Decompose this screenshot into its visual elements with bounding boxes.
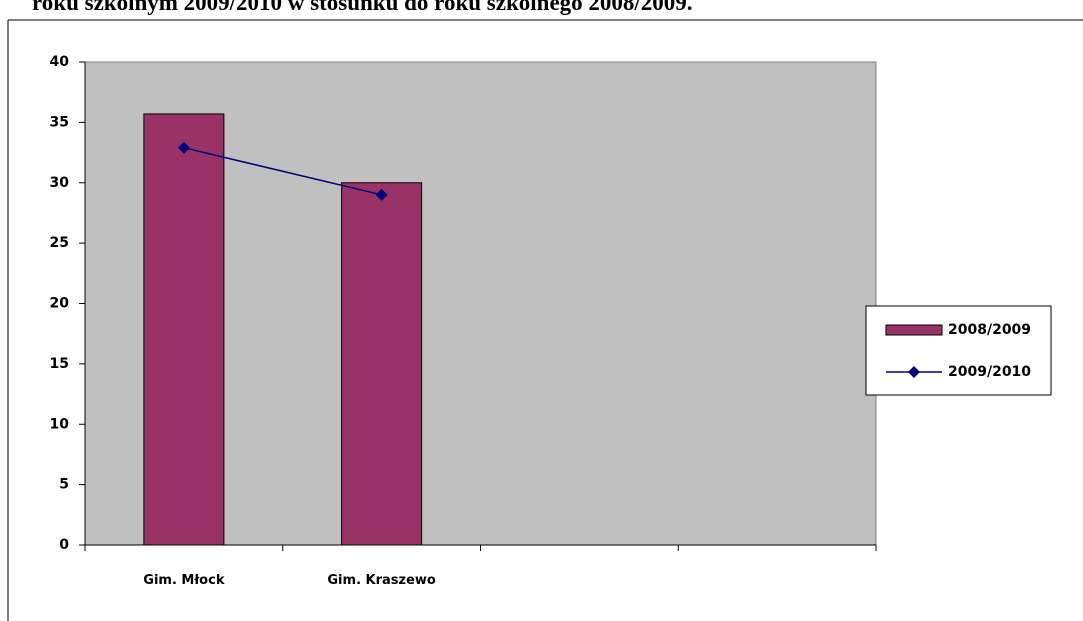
chart-title: roku szkolnym 2009/2010 w stosunku do ro… xyxy=(32,0,693,15)
y-tick-label: 5 xyxy=(59,477,69,493)
y-tick-label: 10 xyxy=(50,416,70,432)
line-marker xyxy=(177,141,190,154)
y-tick-label: 0 xyxy=(59,537,69,553)
y-tick-label: 40 xyxy=(50,54,70,70)
bar xyxy=(341,182,423,546)
line xyxy=(183,147,382,196)
legend-swatch xyxy=(885,324,943,336)
y-tick-label: 15 xyxy=(50,356,69,372)
legend-label: 2008/2009 xyxy=(948,322,1031,338)
legend-label: 2009/2010 xyxy=(948,364,1031,380)
y-tick-label: 35 xyxy=(50,114,69,130)
y-tick-label: 20 xyxy=(50,296,70,312)
y-tick-label: 30 xyxy=(50,175,70,191)
bar xyxy=(143,113,225,546)
y-tick-label: 25 xyxy=(50,235,69,251)
x-tick-label: Gim. Młock xyxy=(143,573,225,588)
line-marker xyxy=(375,188,388,201)
x-tick-label: Gim. Kraszewo xyxy=(327,573,436,588)
legend-marker xyxy=(908,366,920,378)
legend xyxy=(865,305,1052,396)
